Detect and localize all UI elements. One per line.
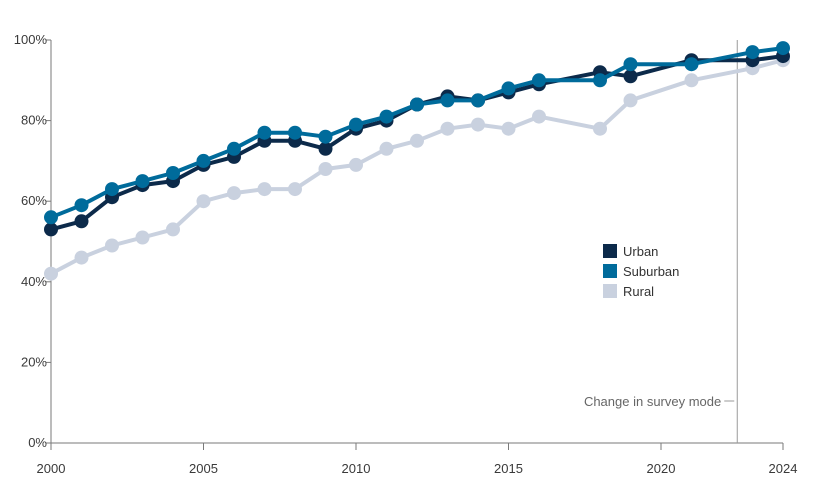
data-point-rural (44, 266, 58, 281)
x-tick-label: 2000 (37, 461, 66, 476)
data-point-rural (318, 162, 333, 176)
y-tick-label: 0% (28, 435, 47, 450)
data-point-suburban (501, 81, 516, 96)
data-point-suburban (105, 182, 119, 197)
data-point-rural (440, 121, 455, 136)
data-point-rural (105, 238, 119, 253)
series-layer (44, 41, 790, 281)
data-point-rural (257, 182, 272, 197)
series-line-suburban (49, 46, 785, 220)
data-point-rural (288, 182, 302, 197)
data-point-rural (379, 141, 394, 156)
y-tick-label: 60% (21, 193, 47, 208)
data-point-rural (166, 222, 180, 237)
series-line-rural (49, 58, 785, 276)
legend-label-suburban: Suburban (623, 264, 679, 279)
legend-label-rural: Rural (623, 284, 654, 299)
x-tick-label: 2010 (342, 461, 371, 476)
data-point-urban (623, 69, 638, 84)
data-point-rural (532, 109, 546, 124)
survey-mode-annotation: Change in survey mode (584, 40, 738, 443)
data-point-suburban (288, 125, 302, 140)
survey-mode-label: Change in survey mode (584, 394, 721, 409)
data-point-rural (501, 121, 516, 136)
data-point-suburban (379, 109, 394, 124)
data-point-suburban (349, 117, 363, 132)
x-axis: 2000 2005 2010 2015 2020 2024 (37, 442, 798, 476)
y-axis: 0% 20% 40% 60% 80% 100% (14, 32, 52, 450)
y-tick-label: 40% (21, 274, 47, 289)
series-suburban (44, 41, 790, 225)
data-point-urban (44, 222, 58, 237)
y-tick-label: 80% (21, 113, 47, 128)
x-tick-label: 2024 (769, 461, 798, 476)
data-point-suburban (257, 125, 272, 140)
data-point-rural (74, 250, 89, 265)
y-tick-label: 20% (21, 354, 47, 369)
data-point-suburban (74, 198, 89, 213)
data-point-suburban (623, 57, 638, 72)
data-point-rural (227, 186, 241, 201)
data-point-suburban (166, 166, 180, 180)
data-point-rural (684, 73, 699, 88)
data-point-suburban (471, 93, 485, 108)
data-point-urban (74, 214, 89, 229)
x-tick-label: 2005 (189, 461, 218, 476)
data-point-urban (318, 141, 333, 156)
data-point-suburban (532, 73, 546, 88)
data-point-suburban (440, 93, 455, 108)
legend-swatch-suburban (603, 264, 617, 278)
data-point-suburban (593, 73, 607, 88)
legend: Urban Suburban Rural (603, 244, 679, 299)
legend-swatch-urban (603, 244, 617, 258)
data-point-rural (349, 157, 363, 172)
data-point-suburban (745, 45, 760, 60)
data-point-rural (623, 93, 638, 108)
series-rural (44, 53, 790, 281)
x-tick-label: 2020 (647, 461, 676, 476)
legend-label-urban: Urban (623, 244, 658, 259)
data-point-suburban (318, 129, 333, 144)
data-point-suburban (44, 210, 58, 225)
data-point-suburban (227, 141, 241, 156)
data-point-suburban (684, 57, 699, 72)
y-tick-label: 100% (14, 32, 48, 47)
data-point-suburban (776, 41, 790, 56)
x-tick-label: 2015 (494, 461, 523, 476)
data-point-suburban (196, 153, 211, 168)
data-point-rural (135, 230, 150, 245)
data-point-rural (471, 117, 485, 132)
data-point-suburban (135, 174, 150, 189)
data-point-rural (593, 121, 607, 136)
data-point-suburban (410, 97, 424, 112)
data-point-rural (196, 194, 211, 209)
data-point-rural (410, 133, 424, 148)
legend-swatch-rural (603, 284, 617, 298)
